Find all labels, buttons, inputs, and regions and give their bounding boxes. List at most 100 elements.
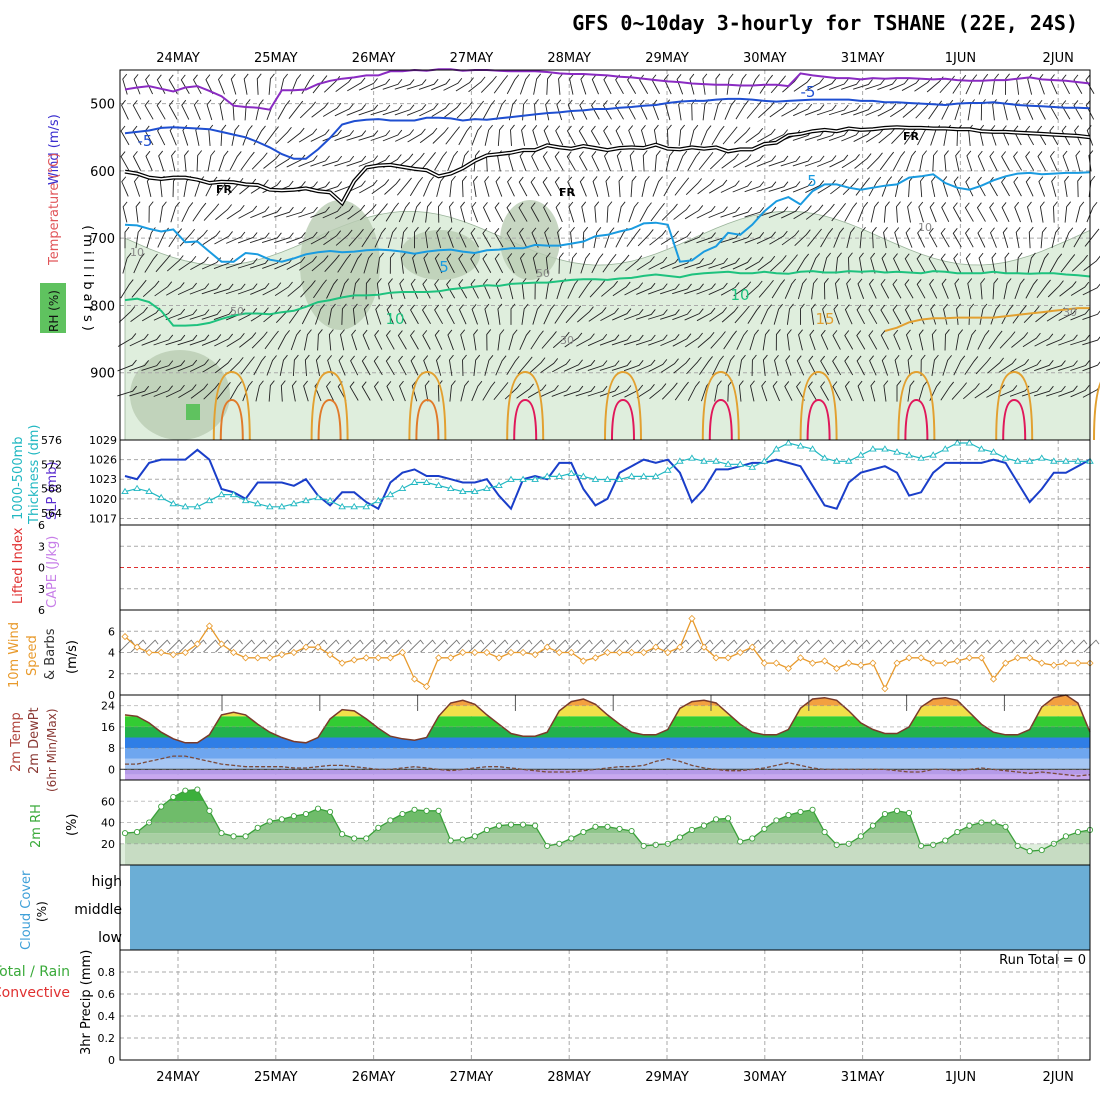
wind-barb [542, 151, 552, 171]
wind-barb [905, 227, 913, 248]
isotherm-20-loop [701, 370, 740, 441]
wind-barb [965, 74, 978, 95]
wind10m-barb [950, 639, 967, 653]
wind-barb [159, 201, 167, 223]
wind10m-point [736, 648, 744, 657]
isotherm-25-loop [219, 398, 244, 441]
wind-barb [760, 304, 773, 325]
wind-barb [883, 227, 888, 249]
rh2m-point [761, 825, 768, 832]
wind10m-barb [902, 639, 919, 653]
wind-barb [298, 155, 318, 167]
wind-barb [484, 176, 490, 197]
isotherm-25-loop [1002, 398, 1027, 441]
rh2m-band [125, 801, 1090, 823]
thickness-point [1037, 454, 1046, 461]
rh2m-point [821, 829, 828, 836]
wind10m-barb [890, 639, 907, 653]
wind-barb [460, 380, 470, 402]
wind-barb [1059, 281, 1077, 297]
wind10m-point [326, 651, 334, 659]
wind-barb [805, 204, 824, 220]
precip-label: 3hr Precip (mm) [79, 950, 94, 1055]
wind-barb [133, 253, 145, 274]
thickness-point [229, 490, 238, 498]
wind-barb [720, 257, 740, 270]
wind-barb [955, 150, 961, 172]
wind-barb [350, 253, 362, 274]
wind-barb [920, 354, 926, 377]
wind-barb [1001, 304, 1014, 325]
thickness-point [157, 493, 165, 501]
wind-barb [436, 355, 442, 376]
wind-barb [495, 355, 507, 376]
wind-barb [844, 381, 853, 402]
wind-barb [859, 226, 866, 249]
wind-barb [628, 125, 635, 146]
thickness-point [133, 484, 141, 492]
wind-barb [291, 380, 297, 402]
wind-barb [555, 201, 563, 223]
wind-barb [708, 282, 728, 295]
wind-barb [611, 360, 632, 371]
wind10m-point [169, 651, 177, 659]
thickness-point [844, 457, 853, 464]
wind-barb [398, 304, 407, 325]
wind-barb [324, 254, 340, 273]
temp-band [125, 769, 1090, 775]
wind10m-barb [564, 639, 581, 653]
wind-barb [532, 125, 538, 146]
wind-barb [1060, 254, 1076, 273]
wind-barb [521, 303, 529, 325]
wind-barb [1082, 361, 1100, 372]
wind-barb [841, 154, 860, 169]
wind-barb [566, 125, 576, 146]
wind-barb [303, 329, 312, 351]
wind-barb [554, 304, 569, 324]
wind-barb [469, 100, 485, 120]
wind-barb [770, 255, 787, 272]
wind10m-point [459, 648, 467, 657]
thickness-point [808, 445, 817, 452]
cloud-axis-labels: Cloud Cover (%) high middle low [19, 870, 122, 950]
wind-barb [799, 303, 805, 325]
wind-barb [237, 232, 258, 244]
wind-barb [870, 252, 876, 274]
wind-barb [189, 283, 210, 295]
date-label-top-2: 26MAY [352, 51, 396, 66]
wind-barb [322, 206, 342, 219]
wind-barb [473, 329, 479, 351]
date-label-top-8: 1JUN [945, 51, 976, 66]
rh2m-axis-labels: 2m RH (%) [29, 804, 80, 848]
wind-axis-labels: 10m Wind Speed & Barbs (m/s) [7, 622, 80, 688]
wind10m-point [784, 664, 793, 673]
wind-barb [855, 177, 871, 196]
stability-tick-label: 6 [38, 519, 45, 532]
warm-loops [212, 370, 1100, 441]
wind10m-barb [1035, 639, 1052, 653]
wind-barb [829, 78, 849, 91]
rh2m-point [737, 838, 744, 845]
wind-barb [880, 330, 890, 350]
wind-barb [171, 150, 176, 172]
wind-barb [346, 180, 366, 193]
wind10m-barb [408, 639, 424, 653]
wind-barb [833, 304, 840, 325]
rh2m-point [218, 830, 225, 837]
wind-barb [795, 253, 810, 273]
wind-barb [892, 279, 902, 299]
wind-barb [193, 99, 201, 120]
wind-barb [673, 357, 691, 374]
upper-ylabel-temp: Temperature (°C) [47, 153, 62, 266]
wind-barb [678, 124, 686, 146]
wind10m-point [362, 654, 370, 662]
isotherm-10C [124, 270, 1091, 327]
wind-barb [883, 380, 889, 402]
wind10m-barb [444, 639, 461, 653]
wind-barb [943, 303, 948, 325]
wind-barb [473, 175, 478, 198]
wind-barb [298, 206, 318, 218]
wind-barb [168, 100, 178, 120]
wind-barb [410, 278, 419, 299]
wind-barb [611, 334, 632, 346]
